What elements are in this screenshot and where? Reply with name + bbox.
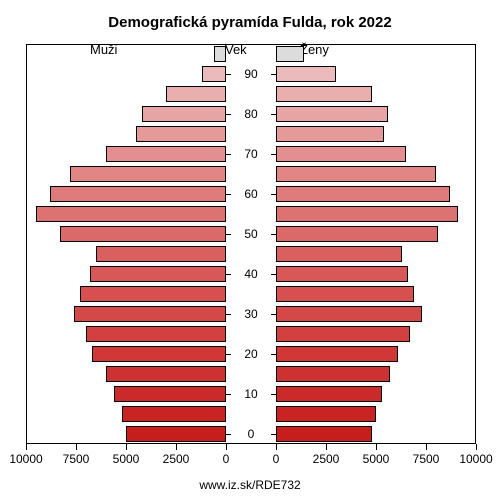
chart-title: Demografická pyramída Fulda, rok 2022 bbox=[0, 14, 500, 31]
y-tick-mark bbox=[271, 154, 276, 155]
y-tick-mark bbox=[271, 234, 276, 235]
y-tick-label: 70 bbox=[236, 147, 266, 161]
y-tick-label: 30 bbox=[236, 307, 266, 321]
y-tick-mark bbox=[226, 274, 231, 275]
y-tick-mark bbox=[271, 354, 276, 355]
x-tick-mark bbox=[426, 444, 427, 450]
x-tick-label: 5000 bbox=[106, 452, 146, 466]
y-tick-mark bbox=[271, 194, 276, 195]
x-tick-label: 7500 bbox=[56, 452, 96, 466]
y-tick-mark bbox=[226, 434, 231, 435]
x-tick-label: 7500 bbox=[406, 452, 446, 466]
y-tick-label: 90 bbox=[236, 67, 266, 81]
y-tick-mark bbox=[226, 234, 231, 235]
x-tick-mark bbox=[76, 444, 77, 450]
x-tick-mark bbox=[476, 444, 477, 450]
x-axis: 002500250050005000750075001000010000 bbox=[26, 444, 476, 474]
y-tick-mark bbox=[226, 74, 231, 75]
x-tick-label: 2500 bbox=[156, 452, 196, 466]
y-tick-mark bbox=[226, 194, 231, 195]
plot-area: 0 10 20 30 40 50 60 70 80 90 bbox=[26, 44, 476, 444]
y-tick-mark bbox=[226, 154, 231, 155]
y-tick-mark bbox=[226, 354, 231, 355]
y-tick-label: 50 bbox=[236, 227, 266, 241]
x-tick-mark bbox=[276, 444, 277, 450]
x-tick-label: 10000 bbox=[6, 452, 46, 466]
y-tick-mark bbox=[271, 434, 276, 435]
x-tick-mark bbox=[176, 444, 177, 450]
y-tick-label: 10 bbox=[236, 387, 266, 401]
x-tick-label: 0 bbox=[256, 452, 296, 466]
x-tick-label: 10000 bbox=[456, 452, 496, 466]
y-tick-label: 20 bbox=[236, 347, 266, 361]
y-tick-mark bbox=[226, 114, 231, 115]
x-tick-label: 0 bbox=[206, 452, 246, 466]
y-tick-label: 0 bbox=[236, 427, 266, 441]
pyramid-chart: Demografická pyramída Fulda, rok 2022 Mu… bbox=[0, 0, 500, 500]
x-tick-mark bbox=[26, 444, 27, 450]
y-tick-label: 80 bbox=[236, 107, 266, 121]
y-tick-mark bbox=[226, 394, 231, 395]
source-footer: www.iz.sk/RDE732 bbox=[0, 478, 500, 492]
y-tick-mark bbox=[271, 114, 276, 115]
x-tick-mark bbox=[126, 444, 127, 450]
y-tick-mark bbox=[226, 314, 231, 315]
x-tick-label: 5000 bbox=[356, 452, 396, 466]
y-tick-mark bbox=[271, 314, 276, 315]
plot-frame bbox=[26, 44, 476, 444]
y-tick-label: 60 bbox=[236, 187, 266, 201]
y-tick-label: 40 bbox=[236, 267, 266, 281]
y-tick-mark bbox=[271, 394, 276, 395]
y-tick-mark bbox=[271, 74, 276, 75]
x-tick-label: 2500 bbox=[306, 452, 346, 466]
y-tick-mark bbox=[271, 274, 276, 275]
x-tick-mark bbox=[226, 444, 227, 450]
x-tick-mark bbox=[376, 444, 377, 450]
x-tick-mark bbox=[326, 444, 327, 450]
